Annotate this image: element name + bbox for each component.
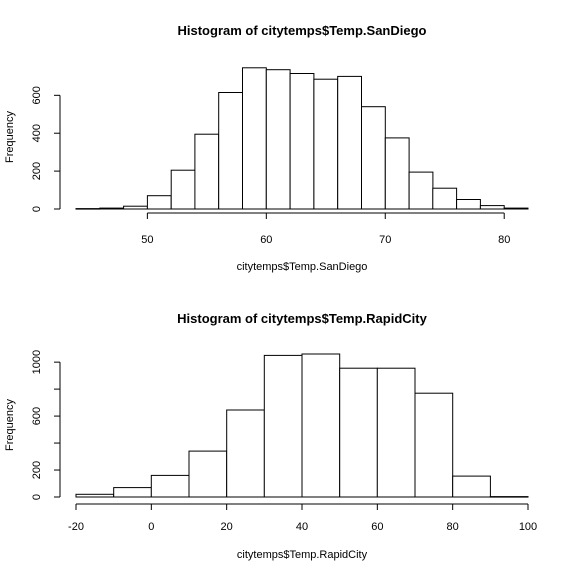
sandiego-histogram-panel: Histogram of citytemps$Temp.SanDiego cit… <box>4 23 528 273</box>
sandiego-bar-10 <box>314 79 338 209</box>
rapidcity-x-tick-label-2: 20 <box>221 521 233 533</box>
sandiego-bar-4 <box>171 170 195 209</box>
sandiego-x-tick-label-0: 50 <box>141 234 153 246</box>
rapidcity-bar-3 <box>189 451 227 497</box>
rapidcity-x-tick-label-4: 60 <box>371 521 383 533</box>
sandiego-bar-14 <box>409 172 433 209</box>
sandiego-chart-title: Histogram of citytemps$Temp.SanDiego <box>178 23 427 38</box>
sandiego-bar-8 <box>266 70 290 209</box>
sandiego-x-tick-label-2: 70 <box>379 234 391 246</box>
sandiego-y-tick-label-1: 200 <box>31 162 43 180</box>
rapidcity-y-axis-label: Frequency <box>4 399 16 451</box>
rapidcity-y-tick-label-1: 200 <box>31 461 43 479</box>
sandiego-bar-3 <box>147 196 171 209</box>
sandiego-bar-16 <box>457 200 481 210</box>
sandiego-y-tick-label-2: 400 <box>31 124 43 142</box>
sandiego-bar-18 <box>504 208 528 209</box>
rapidcity-bar-2 <box>151 475 189 497</box>
sandiego-bar-11 <box>338 76 362 209</box>
rapidcity-bar-1 <box>114 488 152 497</box>
sandiego-x-tick-label-1: 60 <box>260 234 272 246</box>
sandiego-x-axis-label: citytemps$Temp.SanDiego <box>237 261 368 273</box>
sandiego-bar-15 <box>433 188 457 209</box>
rapidcity-bar-7 <box>340 368 378 497</box>
rapidcity-x-tick-label-3: 40 <box>296 521 308 533</box>
rapidcity-bar-6 <box>302 354 340 497</box>
sandiego-y-tick-label-3: 600 <box>31 86 43 104</box>
rapidcity-bar-0 <box>76 494 114 497</box>
sandiego-bar-1 <box>100 208 124 209</box>
sandiego-bar-7 <box>243 68 267 209</box>
rapidcity-bar-5 <box>264 355 302 497</box>
sandiego-bar-5 <box>195 134 219 209</box>
rapidcity-bar-11 <box>490 497 528 498</box>
rapidcity-x-axis-label: citytemps$Temp.RapidCity <box>237 549 368 561</box>
rapidcity-x-tick-label-6: 100 <box>519 521 537 533</box>
sandiego-bar-0 <box>76 209 100 210</box>
sandiego-bar-6 <box>219 93 243 210</box>
rapidcity-y-tick-label-0: 0 <box>31 494 43 500</box>
sandiego-bar-12 <box>362 107 386 209</box>
rapidcity-chart-title: Histogram of citytemps$Temp.RapidCity <box>177 311 427 326</box>
rapidcity-bar-10 <box>453 476 491 497</box>
sandiego-bar-17 <box>480 206 504 209</box>
rapidcity-y-tick-label-3: 1000 <box>31 350 43 374</box>
rapidcity-x-tick-label-5: 80 <box>447 521 459 533</box>
rapidcity-bar-9 <box>415 393 453 497</box>
sandiego-x-tick-label-3: 80 <box>498 234 510 246</box>
rapidcity-histogram-panel: Histogram of citytemps$Temp.RapidCity ci… <box>4 311 537 561</box>
rapidcity-x-tick-label-1: 0 <box>148 521 154 533</box>
sandiego-y-tick-label-0: 0 <box>31 206 43 212</box>
rapidcity-y-tick-label-2: 600 <box>31 407 43 425</box>
sandiego-y-axis-label: Frequency <box>4 111 16 163</box>
sandiego-bar-9 <box>290 74 314 210</box>
rapidcity-x-tick-label-0: -20 <box>68 521 84 533</box>
rapidcity-bar-8 <box>377 368 415 497</box>
sandiego-bar-2 <box>124 206 148 209</box>
rapidcity-bar-4 <box>227 410 265 497</box>
sandiego-bar-13 <box>385 138 409 209</box>
